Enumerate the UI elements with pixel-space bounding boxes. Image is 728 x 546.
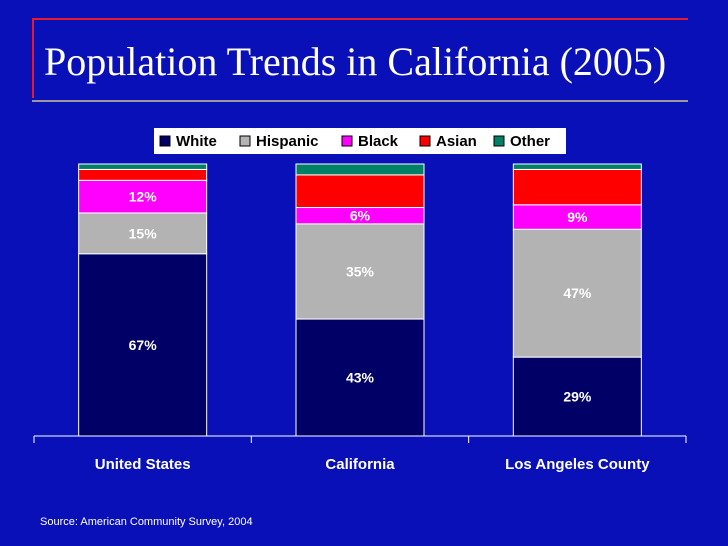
bar-group: 67% 15% 12% 43% 35% 6% 29% 47% 9% bbox=[78, 163, 642, 437]
bar-los-angeles-county-other bbox=[512, 163, 642, 170]
bar-united-states-other bbox=[78, 163, 208, 170]
data-label-los-angeles-county-hispanic: 47% bbox=[563, 285, 592, 301]
legend-swatch-asian bbox=[419, 135, 431, 147]
chart-legend: White Hispanic Black Asian Other bbox=[154, 128, 566, 154]
legend-swatch-other bbox=[493, 135, 505, 147]
bar-california-white bbox=[295, 318, 425, 437]
legend-label-black: Black bbox=[358, 133, 399, 150]
data-label-united-states-hispanic: 15% bbox=[129, 225, 158, 241]
legend-label-other: Other bbox=[510, 133, 550, 150]
x-tick-label-california: California bbox=[325, 456, 395, 473]
x-tick-label-los-angeles-county: Los Angeles County bbox=[505, 456, 650, 473]
title-rule-top bbox=[32, 18, 688, 20]
bar-los-angeles-county-hispanic bbox=[512, 228, 642, 358]
x-tick-label-united-states: United States bbox=[95, 456, 191, 473]
page-title: Population Trends in California (2005) bbox=[44, 39, 667, 84]
data-label-united-states-black: 12% bbox=[129, 189, 158, 205]
bar-los-angeles-county-black bbox=[512, 204, 642, 230]
title-rule-left bbox=[32, 18, 34, 98]
source-note: Source: American Community Survey, 2004 bbox=[40, 516, 253, 528]
legend-label-white: White bbox=[176, 133, 217, 150]
bar-california-other bbox=[295, 163, 425, 176]
bar-los-angeles-county-asian bbox=[512, 168, 642, 206]
data-label-california-black: 6% bbox=[350, 208, 371, 224]
bar-california-hispanic bbox=[295, 223, 425, 320]
data-label-california-hispanic: 35% bbox=[346, 263, 375, 279]
legend-label-asian: Asian bbox=[436, 133, 477, 150]
legend-swatch-black bbox=[341, 135, 353, 147]
legend-swatch-white bbox=[159, 135, 171, 147]
bar-united-states-asian bbox=[78, 168, 208, 181]
data-label-california-white: 43% bbox=[346, 370, 375, 386]
data-label-los-angeles-county-black: 9% bbox=[567, 209, 588, 225]
data-label-united-states-white: 67% bbox=[129, 337, 158, 353]
bar-united-states-black bbox=[78, 179, 208, 214]
data-label-los-angeles-county-white: 29% bbox=[563, 389, 592, 405]
bar-california-asian bbox=[295, 174, 425, 209]
x-axis: United States California Los Angeles Count… bbox=[33, 435, 687, 473]
bar-los-angeles-county-white bbox=[512, 356, 642, 437]
title-underline bbox=[32, 100, 688, 102]
legend-swatch-hispanic bbox=[239, 135, 251, 147]
bar-united-states-hispanic bbox=[78, 212, 208, 255]
legend-label-hispanic: Hispanic bbox=[256, 133, 319, 150]
